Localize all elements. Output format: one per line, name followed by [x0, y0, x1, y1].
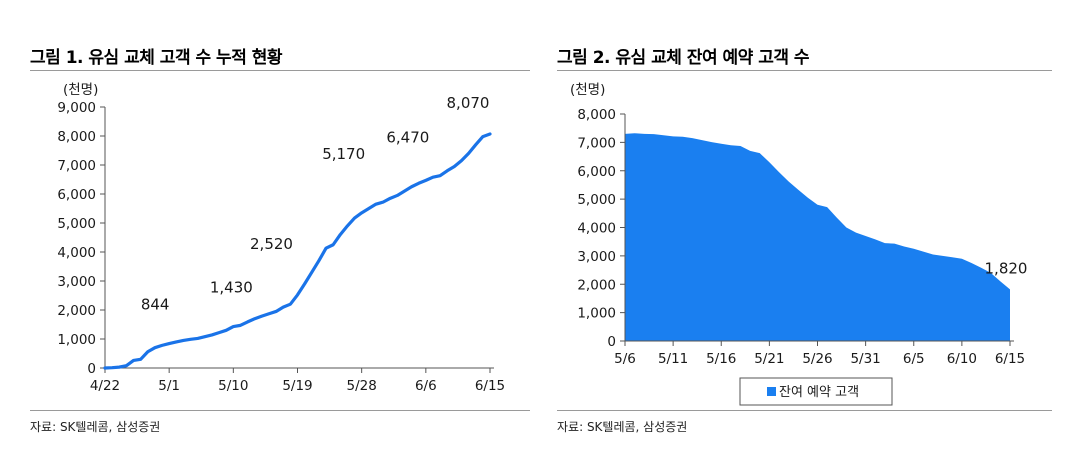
chart2-legend-label: 잔여 예약 고객 — [779, 385, 859, 400]
chart2-y-tick-label: 8,000 — [577, 107, 616, 123]
chart1-x-tick-label: 6/6 — [415, 378, 437, 394]
chart1-x-tick-label: 5/28 — [347, 378, 377, 394]
chart1-title-rule — [30, 70, 530, 71]
chart2-title: 그림 2. 유심 교체 잔여 예약 고객 수 — [557, 48, 810, 68]
chart2-x-tick-label: 5/16 — [706, 351, 736, 367]
chart1-data-label: 2,520 — [250, 235, 293, 253]
chart2-x-tick-label: 5/21 — [754, 351, 784, 367]
chart1-y-tick-label: 0 — [87, 361, 96, 377]
chart1-x-tick-label: 5/19 — [282, 378, 312, 394]
chart2-y-tick-label: 5,000 — [577, 192, 616, 208]
chart1-y-tick-label: 3,000 — [57, 274, 96, 290]
chart1-data-label: 5,170 — [322, 145, 365, 163]
chart1-y-tick-label: 7,000 — [57, 158, 96, 174]
chart2-y-tick-label: 1,000 — [577, 306, 616, 322]
chart2-data-label: 1,820 — [985, 259, 1028, 277]
chart2-x-tick-label: 6/15 — [995, 351, 1025, 367]
chart1-data-label: 844 — [141, 296, 170, 314]
chart2-legend-box — [739, 377, 893, 406]
chart1-x-tick-label: 5/1 — [158, 378, 180, 394]
chart1-source: 자료: SK텔레콤, 삼성증권 — [30, 420, 161, 434]
chart2-y-tick-label: 7,000 — [577, 135, 616, 151]
chart1-y-tick-label: 6,000 — [57, 187, 96, 203]
chart1-title: 그림 1. 유심 교체 고객 수 누적 현황 — [30, 48, 283, 68]
chart1-series-line — [103, 132, 492, 370]
chart1-x-tick-label: 4/22 — [90, 378, 120, 394]
chart2-x-tick-label: 5/11 — [658, 351, 688, 367]
chart1-unit-label: (천명) — [63, 82, 98, 98]
chart1-bottom-rule — [30, 410, 530, 411]
chart1-y-tick-label: 5,000 — [57, 216, 96, 232]
chart2-y-tick-label: 2,000 — [577, 277, 616, 293]
chart2-y-tick-label: 4,000 — [577, 221, 616, 237]
chart1-y-tick-label: 8,000 — [57, 129, 96, 145]
chart1-x-tick-label: 5/10 — [218, 378, 248, 394]
chart2-source: 자료: SK텔레콤, 삼성증권 — [557, 420, 688, 434]
chart2-legend: 잔여 예약 고객 — [739, 377, 893, 406]
chart1-y-tick-label: 4,000 — [57, 245, 96, 261]
chart1-data-label: 8,070 — [447, 94, 490, 112]
chart2-legend-swatch — [767, 387, 776, 396]
chart1-x-tick-label: 6/15 — [475, 378, 505, 394]
chart2-unit-label: (천명) — [570, 82, 605, 98]
chart2-x-tick-label: 6/5 — [903, 351, 925, 367]
chart1-y-tick-label: 2,000 — [57, 303, 96, 319]
chart2-y-tick-label: 6,000 — [577, 164, 616, 180]
chart1-data-label: 6,470 — [386, 128, 429, 146]
chart2-x-tick-label: 5/6 — [614, 351, 636, 367]
chart2-y-tick-label: 3,000 — [577, 249, 616, 265]
chart2-x-tick-label: 5/31 — [850, 351, 880, 367]
chart1-data-label: 1,430 — [210, 279, 253, 297]
chart1-y-tick-label: 1,000 — [57, 332, 96, 348]
chart2-y-tick-label: 0 — [607, 334, 616, 350]
chart2-title-rule — [557, 70, 1052, 71]
chart2-series-area — [625, 133, 1010, 341]
chart2-bottom-rule — [557, 410, 1052, 411]
chart2-x-tick-label: 5/26 — [802, 351, 832, 367]
chart1-y-tick-label: 9,000 — [57, 100, 96, 116]
chart2-x-tick-label: 6/10 — [947, 351, 977, 367]
